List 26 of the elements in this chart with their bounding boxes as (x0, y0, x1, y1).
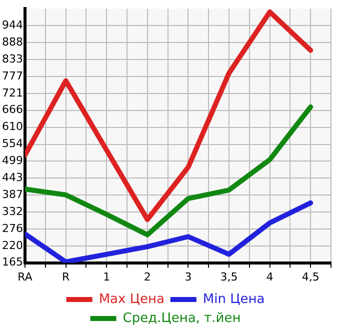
y-tick-label: 499 (2, 154, 23, 167)
x-tick-label: 2 (144, 270, 151, 284)
y-tick-label: 443 (2, 171, 23, 184)
y-tick-label: 666 (2, 103, 23, 116)
x-tick-label: 4,5 (302, 270, 320, 284)
legend-label: Сред.Цена, т.йен (122, 310, 241, 326)
y-tick-label: 944 (2, 18, 23, 32)
y-tick-label: 554 (2, 137, 23, 150)
y-tick-label: 721 (2, 86, 23, 100)
x-tick-label: R (62, 270, 70, 284)
x-tick-label: RA (18, 270, 33, 284)
y-tick-label: 833 (2, 52, 23, 66)
y-tick-label: 387 (2, 188, 23, 202)
y-tick-label: 165 (2, 256, 23, 269)
x-tick-label: 3,5 (220, 270, 238, 284)
x-tick-label: 1 (103, 270, 110, 284)
y-tick-label: 888 (2, 36, 23, 49)
y-tick-label: 610 (2, 120, 23, 134)
y-tick-label: 276 (2, 222, 23, 235)
legend-label: Max Цена (98, 292, 164, 307)
y-tick-label: 777 (2, 69, 23, 82)
y-tick-label: 332 (2, 204, 23, 218)
x-tick-label: 3 (184, 270, 192, 284)
x-tick-label: 4 (266, 270, 274, 284)
y-tick-label: 220 (2, 238, 23, 252)
legend-label: Min Цена (202, 292, 265, 307)
